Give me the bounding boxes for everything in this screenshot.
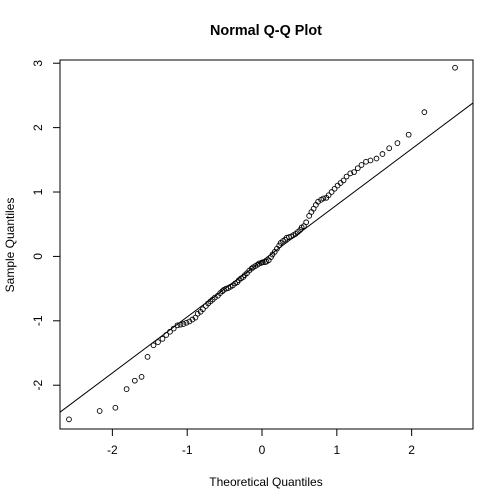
y-tick-label: 1 <box>31 188 45 195</box>
y-tick-label: 0 <box>31 253 45 260</box>
data-point <box>351 169 357 175</box>
data-point <box>163 332 170 338</box>
plot-frame <box>59 59 474 430</box>
data-point <box>394 140 401 146</box>
x-tick-label: 1 <box>333 443 340 457</box>
data-point <box>167 328 173 335</box>
data-point <box>347 170 354 177</box>
data-point <box>183 319 190 326</box>
x-tick-label: 2 <box>408 443 415 457</box>
points-group <box>66 64 458 423</box>
data-point <box>405 131 412 138</box>
data-point <box>96 408 103 414</box>
data-point <box>303 219 310 226</box>
y-tick-label: -2 <box>31 380 45 391</box>
data-point <box>180 321 187 327</box>
reference-line-group <box>59 102 474 413</box>
data-point <box>123 386 130 392</box>
data-point <box>331 185 338 192</box>
data-point <box>150 342 157 349</box>
y-axis: -2 -1 0 1 2 3 <box>31 60 60 391</box>
x-axis-label: Theoretical Quantiles <box>209 475 322 489</box>
data-point <box>325 192 332 199</box>
x-tick-label: -2 <box>107 443 118 457</box>
data-point <box>159 335 166 342</box>
data-point <box>177 321 184 328</box>
data-point <box>340 177 347 184</box>
data-point <box>219 288 226 295</box>
data-point <box>144 354 151 360</box>
data-point <box>66 416 72 423</box>
x-axis: -2 -1 0 1 2 <box>107 429 415 457</box>
data-point <box>367 157 374 164</box>
x-tick-label: -1 <box>182 443 193 457</box>
data-point <box>421 109 428 116</box>
y-tick-label: 3 <box>31 60 45 67</box>
data-point <box>354 165 361 172</box>
y-tick-label: -1 <box>31 315 45 326</box>
y-axis-label: Sample Quantiles <box>3 198 17 293</box>
data-point <box>358 162 365 168</box>
y-tick-label: 2 <box>31 124 45 131</box>
data-point <box>452 64 458 71</box>
data-point <box>379 151 386 157</box>
data-point <box>320 195 327 202</box>
data-point <box>200 306 206 313</box>
data-point <box>138 373 145 380</box>
chart-title: Normal Q-Q Plot <box>210 23 322 39</box>
data-point <box>155 339 161 345</box>
data-point <box>328 189 335 195</box>
data-point <box>131 377 138 384</box>
data-point <box>112 404 119 411</box>
data-point <box>259 259 266 266</box>
data-point <box>174 322 181 329</box>
data-point <box>170 325 177 332</box>
data-point <box>343 173 350 180</box>
x-tick-label: 0 <box>259 443 266 457</box>
data-point <box>373 155 380 162</box>
reference-line <box>59 102 474 413</box>
data-point <box>248 265 255 272</box>
data-point <box>386 145 393 152</box>
